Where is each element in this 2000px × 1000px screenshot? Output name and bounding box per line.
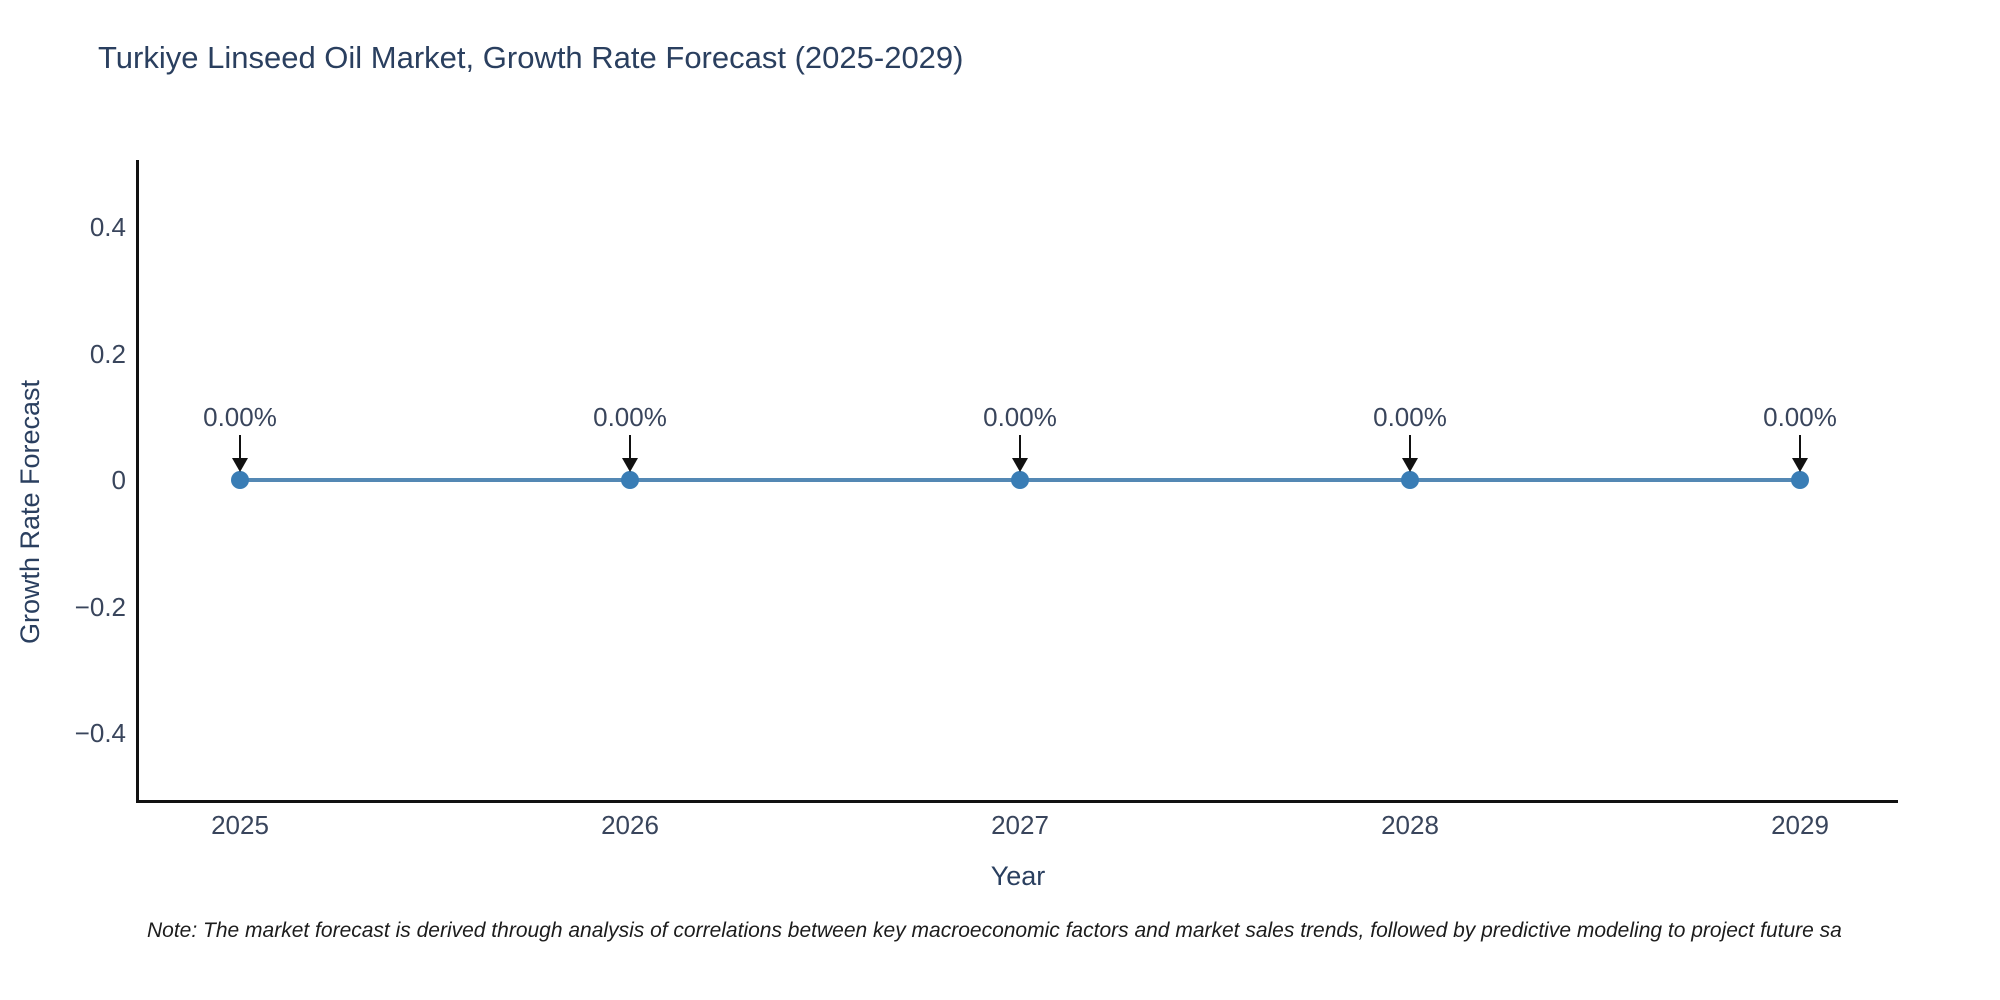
data-point [231, 471, 249, 489]
x-tick-label: 2029 [1771, 810, 1829, 840]
chart-title: Turkiye Linseed Oil Market, Growth Rate … [98, 40, 964, 75]
annotation-label: 0.00% [1763, 402, 1837, 432]
annotation-arrowhead-icon [232, 458, 248, 472]
annotation-arrow [238, 435, 242, 459]
annotation-arrow [1798, 435, 1802, 459]
annotation-label: 0.00% [203, 402, 277, 432]
annotation-arrow [1018, 435, 1022, 459]
x-axis-line [136, 800, 1898, 803]
y-tick-label: 0.4 [89, 212, 126, 242]
annotation-label: 0.00% [983, 402, 1057, 432]
annotation-arrowhead-icon [1402, 458, 1418, 472]
data-point [1011, 471, 1029, 489]
annotation-arrowhead-icon [622, 458, 638, 472]
annotation-label: 0.00% [1373, 402, 1447, 432]
y-axis-line [136, 160, 139, 803]
footnote: Note: The market forecast is derived thr… [147, 919, 1842, 942]
x-tick-label: 2026 [601, 810, 659, 840]
x-tick-label: 2028 [1381, 810, 1439, 840]
y-tick-label: 0.2 [89, 338, 126, 369]
x-tick-label: 2027 [991, 810, 1049, 840]
annotation-arrow [628, 435, 632, 459]
y-tick-label: −0.2 [74, 591, 126, 622]
annotation-arrowhead-icon [1792, 458, 1808, 472]
annotation-arrow [1408, 435, 1412, 459]
x-axis-title: Year [990, 861, 1046, 891]
y-axis-title: Growth Rate Forecast [15, 379, 45, 645]
y-tick-label: 0 [111, 465, 126, 495]
x-tick-label: 2025 [211, 810, 269, 840]
data-point [1401, 471, 1419, 489]
data-point [621, 471, 639, 489]
data-point [1791, 471, 1809, 489]
annotation-label: 0.00% [593, 402, 667, 432]
y-tick-label: −0.4 [74, 718, 126, 748]
annotation-arrowhead-icon [1012, 458, 1028, 472]
